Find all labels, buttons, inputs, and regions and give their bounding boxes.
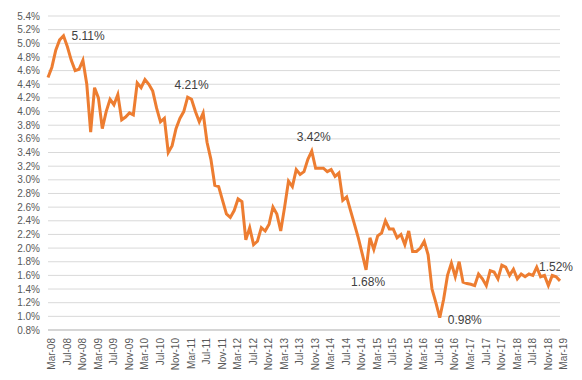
- svg-text:Jul-09: Jul-09: [108, 338, 119, 366]
- svg-text:2.0%: 2.0%: [17, 243, 40, 254]
- svg-text:Jul-08: Jul-08: [62, 338, 73, 366]
- svg-text:4.2%: 4.2%: [17, 92, 40, 103]
- svg-text:Mar-14: Mar-14: [325, 338, 336, 370]
- svg-text:5.0%: 5.0%: [17, 38, 40, 49]
- svg-text:1.0%: 1.0%: [17, 311, 40, 322]
- svg-text:Jul-10: Jul-10: [155, 338, 166, 366]
- svg-text:Jul-17: Jul-17: [481, 338, 492, 366]
- svg-text:Jul-14: Jul-14: [341, 338, 352, 366]
- svg-text:Mar-19: Mar-19: [558, 338, 569, 370]
- svg-text:2.8%: 2.8%: [17, 188, 40, 199]
- svg-text:Jul-13: Jul-13: [294, 338, 305, 366]
- svg-text:1.2%: 1.2%: [17, 297, 40, 308]
- svg-text:Nov-10: Nov-10: [170, 338, 181, 371]
- svg-text:Nov-12: Nov-12: [263, 338, 274, 371]
- svg-text:Mar-16: Mar-16: [418, 338, 429, 370]
- svg-text:Nov-09: Nov-09: [124, 338, 135, 371]
- svg-text:Jul-12: Jul-12: [248, 338, 259, 366]
- svg-text:4.21%: 4.21%: [175, 78, 209, 92]
- svg-text:Mar-08: Mar-08: [46, 338, 57, 370]
- svg-text:2.2%: 2.2%: [17, 229, 40, 240]
- svg-text:4.8%: 4.8%: [17, 52, 40, 63]
- svg-text:1.8%: 1.8%: [17, 256, 40, 267]
- svg-text:4.0%: 4.0%: [17, 106, 40, 117]
- svg-text:1.68%: 1.68%: [351, 275, 385, 289]
- svg-text:3.42%: 3.42%: [297, 130, 331, 144]
- svg-text:Mar-10: Mar-10: [139, 338, 150, 370]
- svg-text:Nov-15: Nov-15: [403, 338, 414, 371]
- svg-text:Nov-17: Nov-17: [496, 338, 507, 371]
- svg-text:Mar-09: Mar-09: [93, 338, 104, 370]
- svg-text:2.4%: 2.4%: [17, 215, 40, 226]
- svg-text:0.98%: 0.98%: [448, 313, 482, 327]
- svg-text:Nov-16: Nov-16: [449, 338, 460, 371]
- svg-text:1.6%: 1.6%: [17, 270, 40, 281]
- svg-text:1.4%: 1.4%: [17, 284, 40, 295]
- svg-text:Nov-18: Nov-18: [543, 338, 554, 371]
- svg-text:3.0%: 3.0%: [17, 174, 40, 185]
- svg-text:Mar-18: Mar-18: [512, 338, 523, 370]
- svg-text:5.2%: 5.2%: [17, 24, 40, 35]
- svg-text:3.4%: 3.4%: [17, 147, 40, 158]
- svg-text:5.11%: 5.11%: [72, 29, 105, 43]
- svg-text:1.52%: 1.52%: [539, 260, 573, 274]
- svg-text:Nov-08: Nov-08: [77, 338, 88, 371]
- svg-text:3.6%: 3.6%: [17, 133, 40, 144]
- svg-text:Nov-14: Nov-14: [356, 338, 367, 371]
- svg-text:Mar-11: Mar-11: [186, 338, 197, 369]
- svg-text:Nov-11: Nov-11: [217, 338, 228, 370]
- svg-text:Mar-12: Mar-12: [232, 338, 243, 370]
- svg-text:4.4%: 4.4%: [17, 79, 40, 90]
- svg-text:3.8%: 3.8%: [17, 120, 40, 131]
- svg-text:Nov-13: Nov-13: [310, 338, 321, 371]
- svg-text:Jul-11: Jul-11: [201, 338, 212, 365]
- svg-text:2.6%: 2.6%: [17, 202, 40, 213]
- svg-text:Jul-18: Jul-18: [527, 338, 538, 366]
- svg-text:5.4%: 5.4%: [17, 11, 40, 22]
- svg-text:3.2%: 3.2%: [17, 161, 40, 172]
- svg-text:Jul-16: Jul-16: [434, 338, 445, 366]
- svg-text:0.8%: 0.8%: [17, 325, 40, 336]
- svg-text:Jul-15: Jul-15: [387, 338, 398, 366]
- svg-text:Mar-15: Mar-15: [372, 338, 383, 370]
- svg-text:4.6%: 4.6%: [17, 65, 40, 76]
- svg-text:Mar-13: Mar-13: [279, 338, 290, 370]
- svg-text:Mar-17: Mar-17: [465, 338, 476, 370]
